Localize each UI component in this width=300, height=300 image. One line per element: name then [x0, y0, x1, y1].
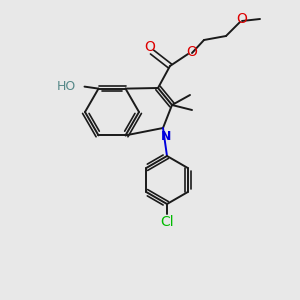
- Text: O: O: [237, 12, 248, 26]
- Text: O: O: [187, 45, 197, 59]
- Text: HO: HO: [57, 80, 76, 93]
- Text: N: N: [161, 130, 171, 142]
- Text: Cl: Cl: [160, 215, 174, 229]
- Text: O: O: [145, 40, 155, 54]
